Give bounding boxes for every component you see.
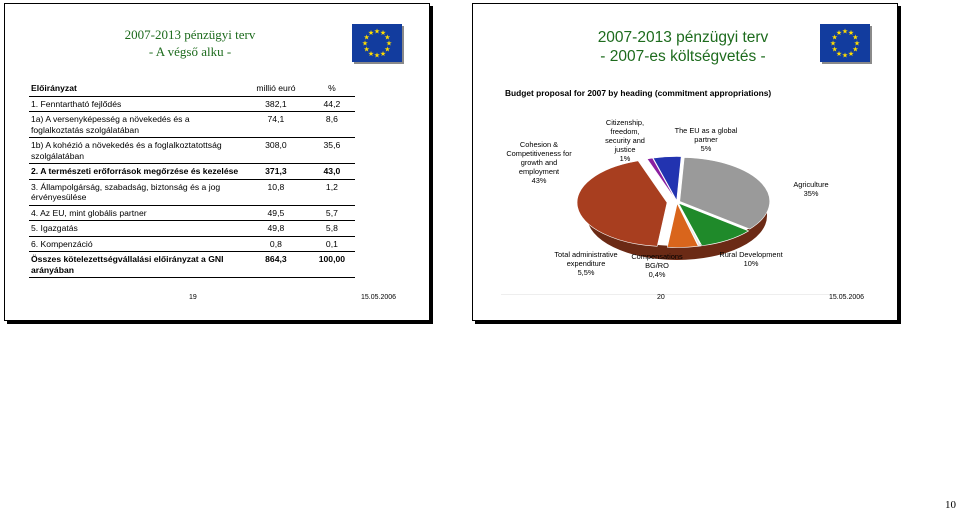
row-value-meur: 0,8 <box>243 236 309 252</box>
slide-2-date: 15.05.2006 <box>829 294 865 301</box>
slide-1-date: 15.05.2006 <box>361 294 397 301</box>
table-body: 1. Fenntartható fejlődés 382,1 44,2 1a) A v… <box>29 96 355 278</box>
pie-slice-cohesion <box>576 160 668 247</box>
row-value-meur: 308,0 <box>243 137 309 164</box>
row-label: 1. Fenntartható fejlődés <box>29 96 243 112</box>
row-value-pct: 1,2 <box>308 179 355 206</box>
svg-text:★: ★ <box>842 28 848 36</box>
svg-text:★: ★ <box>848 29 854 37</box>
row-value-pct: 5,7 <box>308 205 355 221</box>
row-label: 1b) A kohézió a növekedés és a foglalkoz… <box>29 137 243 164</box>
eu-flag-icon: ★ ★ ★ ★ ★ ★ ★ ★ ★ ★ ★ ★ <box>352 24 402 62</box>
slide-2-number: 20 <box>657 294 665 301</box>
svg-text:★: ★ <box>848 50 854 58</box>
row-value-meur: 382,1 <box>243 96 309 112</box>
row-label: 6. Kompenzáció <box>29 236 243 252</box>
row-value-pct: 100,00 <box>308 251 355 278</box>
table-row: 4. Az EU, mint globális partner 49,5 5,7 <box>29 205 355 221</box>
slide-1-number: 19 <box>189 294 197 301</box>
svg-text:★: ★ <box>852 34 858 42</box>
svg-text:★: ★ <box>374 52 380 60</box>
row-value-meur: 74,1 <box>243 111 309 138</box>
slide-2-title: 2007-2013 pénzügyi terv - 2007-es költsé… <box>597 29 769 65</box>
row-value-meur: 10,8 <box>243 179 309 206</box>
row-value-meur: 864,3 <box>243 251 309 278</box>
table-row: 6. Kompenzáció 0,8 0,1 <box>29 236 355 252</box>
svg-text:★: ★ <box>830 40 836 48</box>
label-citizenship: Citizenship, freedom, security and justi… <box>605 118 645 163</box>
slide-1: 2007-2013 pénzügyi terv - A végső alku -… <box>4 3 430 321</box>
svg-text:★: ★ <box>374 28 380 36</box>
pie-slice-rural-development <box>677 202 750 247</box>
svg-text:★: ★ <box>363 46 369 54</box>
svg-text:★: ★ <box>842 52 848 60</box>
svg-text:★: ★ <box>854 40 860 48</box>
table-row: Összes kötelezettségvállalási előirányza… <box>29 251 355 278</box>
pie-side <box>587 202 767 260</box>
eu-stars-icon: ★★★★★★★★★ ★ ★★ <box>830 28 860 60</box>
slide-1-title: 2007-2013 pénzügyi terv - A végső alku - <box>124 27 256 59</box>
row-label: Összes kötelezettségvállalási előirányza… <box>29 251 243 278</box>
row-value-meur: 49,8 <box>243 220 309 237</box>
label-admin: Total administrative expenditure 5,5% <box>554 250 618 277</box>
chart-title: Budget proposal for 2007 by heading (com… <box>505 88 772 98</box>
pie-slice-admin <box>666 202 699 248</box>
table-header: Előirányzat millió euró % <box>29 81 355 97</box>
row-label: 2. A természeti erőforrások megőrzése és… <box>29 163 243 180</box>
row-value-pct: 5,8 <box>308 220 355 237</box>
row-value-pct: 44,2 <box>308 96 355 112</box>
svg-text:★: ★ <box>368 29 374 37</box>
label-agriculture: Agriculture 35% <box>793 180 829 198</box>
svg-text:★: ★ <box>386 40 392 48</box>
table-row: 2. A természeti erőforrások megőrzése és… <box>29 163 355 180</box>
row-value-pct: 43,0 <box>308 163 355 180</box>
pie-slice-compensations <box>677 203 702 247</box>
svg-text:★: ★ <box>384 34 390 42</box>
svg-text:★: ★ <box>831 34 837 42</box>
svg-text:★: ★ <box>852 46 858 54</box>
budget-pie-chart: Budget proposal for 2007 by heading (com… <box>501 84 845 295</box>
svg-text:★: ★ <box>380 50 386 58</box>
row-value-meur: 49,5 <box>243 205 309 221</box>
row-label: 4. Az EU, mint globális partner <box>29 205 243 221</box>
eu-stars-icon: ★★★★★★★★★ ★ ★★ <box>362 28 392 60</box>
eu-flag-icon: ★ ★ ★ ★ ★ ★ ★ ★ ★ ★ ★ ★ <box>820 24 870 62</box>
row-value-pct: 8,6 <box>308 111 355 138</box>
slide-2: 2007-2013 pénzügyi terv - 2007-es költsé… <box>472 3 898 321</box>
label-cohesion: Cohesion & Competitiveness for growth an… <box>506 140 572 185</box>
svg-text:★: ★ <box>836 29 842 37</box>
row-label: 3. Állampolgárság, szabadság, biztonság … <box>29 179 243 206</box>
pie-slice-agriculture <box>679 157 771 230</box>
pie-svg <box>576 156 771 260</box>
budget-table: Előirányzat millió euró % 1. Fenntarthat… <box>29 81 355 278</box>
page-number: 10 <box>945 499 956 511</box>
svg-text:★: ★ <box>384 46 390 54</box>
label-compensations: Compensations BG/RO 0,4% <box>631 252 683 279</box>
row-value-pct: 35,6 <box>308 137 355 164</box>
row-label: 5. Igazgatás <box>29 220 243 237</box>
pie-slice-citizenship <box>646 157 677 201</box>
svg-text:★: ★ <box>363 34 369 42</box>
label-global-partner: The EU as a global partner 5% <box>674 126 738 153</box>
table-row: 1b) A kohézió a növekedés és a foglalkoz… <box>29 137 355 164</box>
label-rural-development: Rural Development 10% <box>719 250 783 268</box>
svg-text:★: ★ <box>380 29 386 37</box>
row-value-pct: 0,1 <box>308 236 355 252</box>
table-row: 3. Állampolgárság, szabadság, biztonság … <box>29 179 355 206</box>
table-row: 1. Fenntartható fejlődés 382,1 44,2 <box>29 96 355 112</box>
table-row: 5. Igazgatás 49,8 5,8 <box>29 220 355 237</box>
svg-text:★: ★ <box>362 40 368 48</box>
row-label: 1a) A versenyképesség a növekedés és a f… <box>29 111 243 138</box>
pie-slice-global-partner <box>652 156 682 202</box>
svg-text:★: ★ <box>836 50 842 58</box>
table-row: 1a) A versenyképesség a növekedés és a f… <box>29 111 355 138</box>
svg-text:★: ★ <box>368 50 374 58</box>
row-value-meur: 371,3 <box>243 163 309 180</box>
svg-text:★: ★ <box>831 46 837 54</box>
